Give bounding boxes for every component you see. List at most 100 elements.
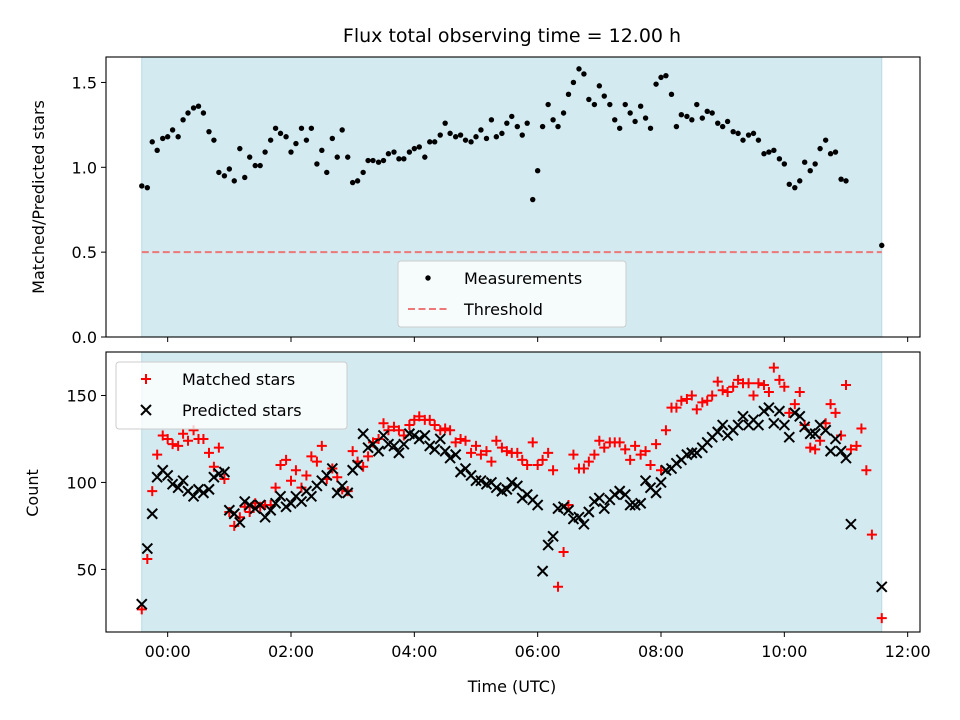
measurement-point xyxy=(488,117,495,123)
matched-star-point xyxy=(203,447,214,458)
predicted-star-point xyxy=(161,469,174,482)
bottom-y-tick-label: 100 xyxy=(66,473,97,492)
predicted-star-point xyxy=(557,501,570,513)
matched-star-point xyxy=(491,435,502,446)
measurement-point xyxy=(771,147,777,154)
measurement-point xyxy=(797,178,803,184)
matched-star-point xyxy=(527,437,538,448)
matched-star-point xyxy=(578,463,589,474)
measurement-point xyxy=(283,134,289,140)
matched-star-point xyxy=(281,454,292,465)
predicted-star-point xyxy=(768,417,780,430)
top-y-tick-label: 0.0 xyxy=(72,328,97,347)
measurement-point xyxy=(550,117,556,123)
measurement-point xyxy=(211,137,217,143)
predicted-star-point xyxy=(172,481,184,494)
matched-star-point xyxy=(136,604,147,615)
predicted-star-point xyxy=(377,429,390,442)
measurement-point xyxy=(591,101,598,108)
matched-star-point xyxy=(712,376,723,387)
matched-star-point xyxy=(183,435,194,446)
measurement-point xyxy=(308,125,315,131)
predicted-star-point xyxy=(819,424,832,436)
matched-star-point xyxy=(589,449,600,460)
matched-star-point xyxy=(306,451,317,462)
matched-star-point xyxy=(481,446,492,457)
bottom-x-tick-label: 10:00 xyxy=(761,642,807,661)
measurement-point xyxy=(175,134,181,140)
bottom-x-tick-label: 06:00 xyxy=(515,642,561,661)
measurement-point xyxy=(154,147,160,154)
predicted-star-point xyxy=(670,457,683,470)
matched-star-point xyxy=(676,395,687,406)
measurement-point xyxy=(519,132,525,138)
matched-star-point xyxy=(296,482,307,493)
measurement-point xyxy=(616,125,623,131)
matched-star-point xyxy=(768,362,779,373)
measurement-point xyxy=(237,145,243,152)
measurement-point xyxy=(190,105,197,111)
predicted-star-point xyxy=(454,466,467,478)
measurement-point xyxy=(755,137,762,143)
matched-star-point xyxy=(686,390,697,401)
predicted-star-point xyxy=(835,445,847,457)
predicted-star-point xyxy=(598,502,610,515)
measurement-point xyxy=(704,108,710,115)
measurement-point xyxy=(457,132,464,138)
matched-star-point xyxy=(774,374,785,385)
matched-star-point xyxy=(671,402,682,413)
measurement-point xyxy=(349,179,356,186)
measurement-point xyxy=(185,110,191,116)
matched-star-point xyxy=(440,423,451,434)
bottom-x-tick-label: 00:00 xyxy=(145,642,191,661)
measurement-point xyxy=(534,167,541,174)
predicted-star-point xyxy=(511,480,524,492)
matched-star-point xyxy=(548,465,559,476)
measurement-point xyxy=(792,184,798,191)
measurement-point xyxy=(766,149,772,155)
bottom-legend: Matched stars Predicted stars xyxy=(115,361,348,430)
measurement-point xyxy=(319,147,325,154)
predicted-star-point xyxy=(501,483,513,496)
matched-star-point xyxy=(517,454,528,465)
matched-star-point xyxy=(722,387,733,397)
predicted-star-point xyxy=(305,490,318,503)
measurement-point xyxy=(761,151,767,157)
measurement-point xyxy=(715,120,721,126)
measurement-point xyxy=(246,154,253,160)
matched-star-point xyxy=(429,420,440,431)
matched-star-point xyxy=(656,465,666,476)
matched-star-point xyxy=(856,423,867,434)
matched-star-point xyxy=(342,486,353,497)
measurement-point xyxy=(539,123,546,130)
measurement-point xyxy=(272,125,279,131)
predicted-star-point xyxy=(655,476,667,489)
predicted-star-point xyxy=(342,487,354,499)
predicted-star-point xyxy=(223,504,236,516)
predicted-star-point xyxy=(280,501,292,513)
measurement-point xyxy=(812,161,818,167)
predicted-star-point xyxy=(536,565,549,577)
predicted-star-point xyxy=(439,445,451,457)
measurement-point xyxy=(293,140,299,147)
measurement-point xyxy=(673,123,680,130)
predicted-star-point xyxy=(274,490,287,503)
measurement-point xyxy=(329,135,336,142)
measurement-point xyxy=(442,120,448,126)
matched-star-point xyxy=(620,444,631,455)
predicted-star-point xyxy=(419,429,431,442)
matched-star-point xyxy=(583,456,594,467)
measurement-point xyxy=(277,130,284,137)
predicted-star-point xyxy=(434,433,446,445)
matched-star-point xyxy=(630,440,641,451)
measurement-point xyxy=(576,66,582,72)
predicted-star-point xyxy=(398,438,410,450)
measurement-point xyxy=(303,137,310,143)
matched-star-point xyxy=(866,529,877,540)
matched-star-point xyxy=(275,460,286,471)
legend-label: Measurements xyxy=(464,269,582,288)
measurement-point xyxy=(334,154,340,160)
bottom-axes-frame xyxy=(105,351,921,633)
predicted-star-point xyxy=(712,426,724,438)
predicted-star-point xyxy=(876,581,888,593)
